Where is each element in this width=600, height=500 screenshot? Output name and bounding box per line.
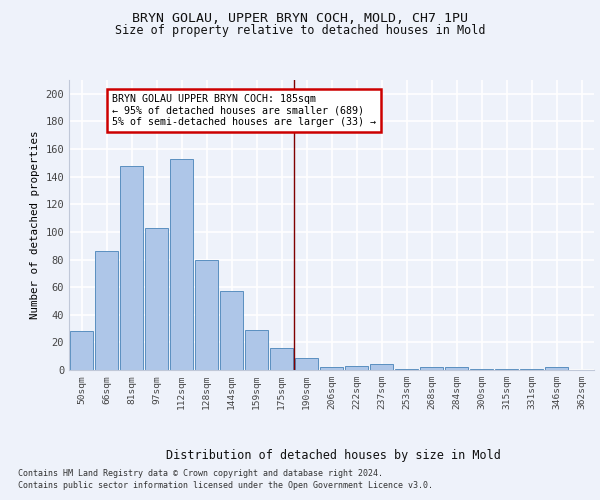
Bar <box>545 367 568 370</box>
Bar <box>70 332 93 370</box>
Text: Distribution of detached houses by size in Mold: Distribution of detached houses by size … <box>166 450 500 462</box>
Bar <box>195 260 218 370</box>
Bar <box>320 367 343 370</box>
Text: BRYN GOLAU UPPER BRYN COCH: 185sqm
← 95% of detached houses are smaller (689)
5%: BRYN GOLAU UPPER BRYN COCH: 185sqm ← 95%… <box>112 94 376 127</box>
Bar <box>470 368 493 370</box>
Text: Size of property relative to detached houses in Mold: Size of property relative to detached ho… <box>115 24 485 37</box>
Bar <box>170 158 193 370</box>
Bar <box>395 368 418 370</box>
Text: Contains HM Land Registry data © Crown copyright and database right 2024.: Contains HM Land Registry data © Crown c… <box>18 468 383 477</box>
Text: BRYN GOLAU, UPPER BRYN COCH, MOLD, CH7 1PU: BRYN GOLAU, UPPER BRYN COCH, MOLD, CH7 1… <box>132 12 468 26</box>
Bar <box>120 166 143 370</box>
Text: Contains public sector information licensed under the Open Government Licence v3: Contains public sector information licen… <box>18 481 433 490</box>
Bar <box>420 367 443 370</box>
Bar <box>270 348 293 370</box>
Bar <box>495 368 518 370</box>
Bar <box>345 366 368 370</box>
Bar <box>220 292 243 370</box>
Bar <box>295 358 318 370</box>
Bar <box>245 330 268 370</box>
Bar <box>95 251 118 370</box>
Bar <box>145 228 168 370</box>
Bar <box>370 364 393 370</box>
Bar <box>520 368 543 370</box>
Y-axis label: Number of detached properties: Number of detached properties <box>30 130 40 320</box>
Bar <box>445 367 468 370</box>
